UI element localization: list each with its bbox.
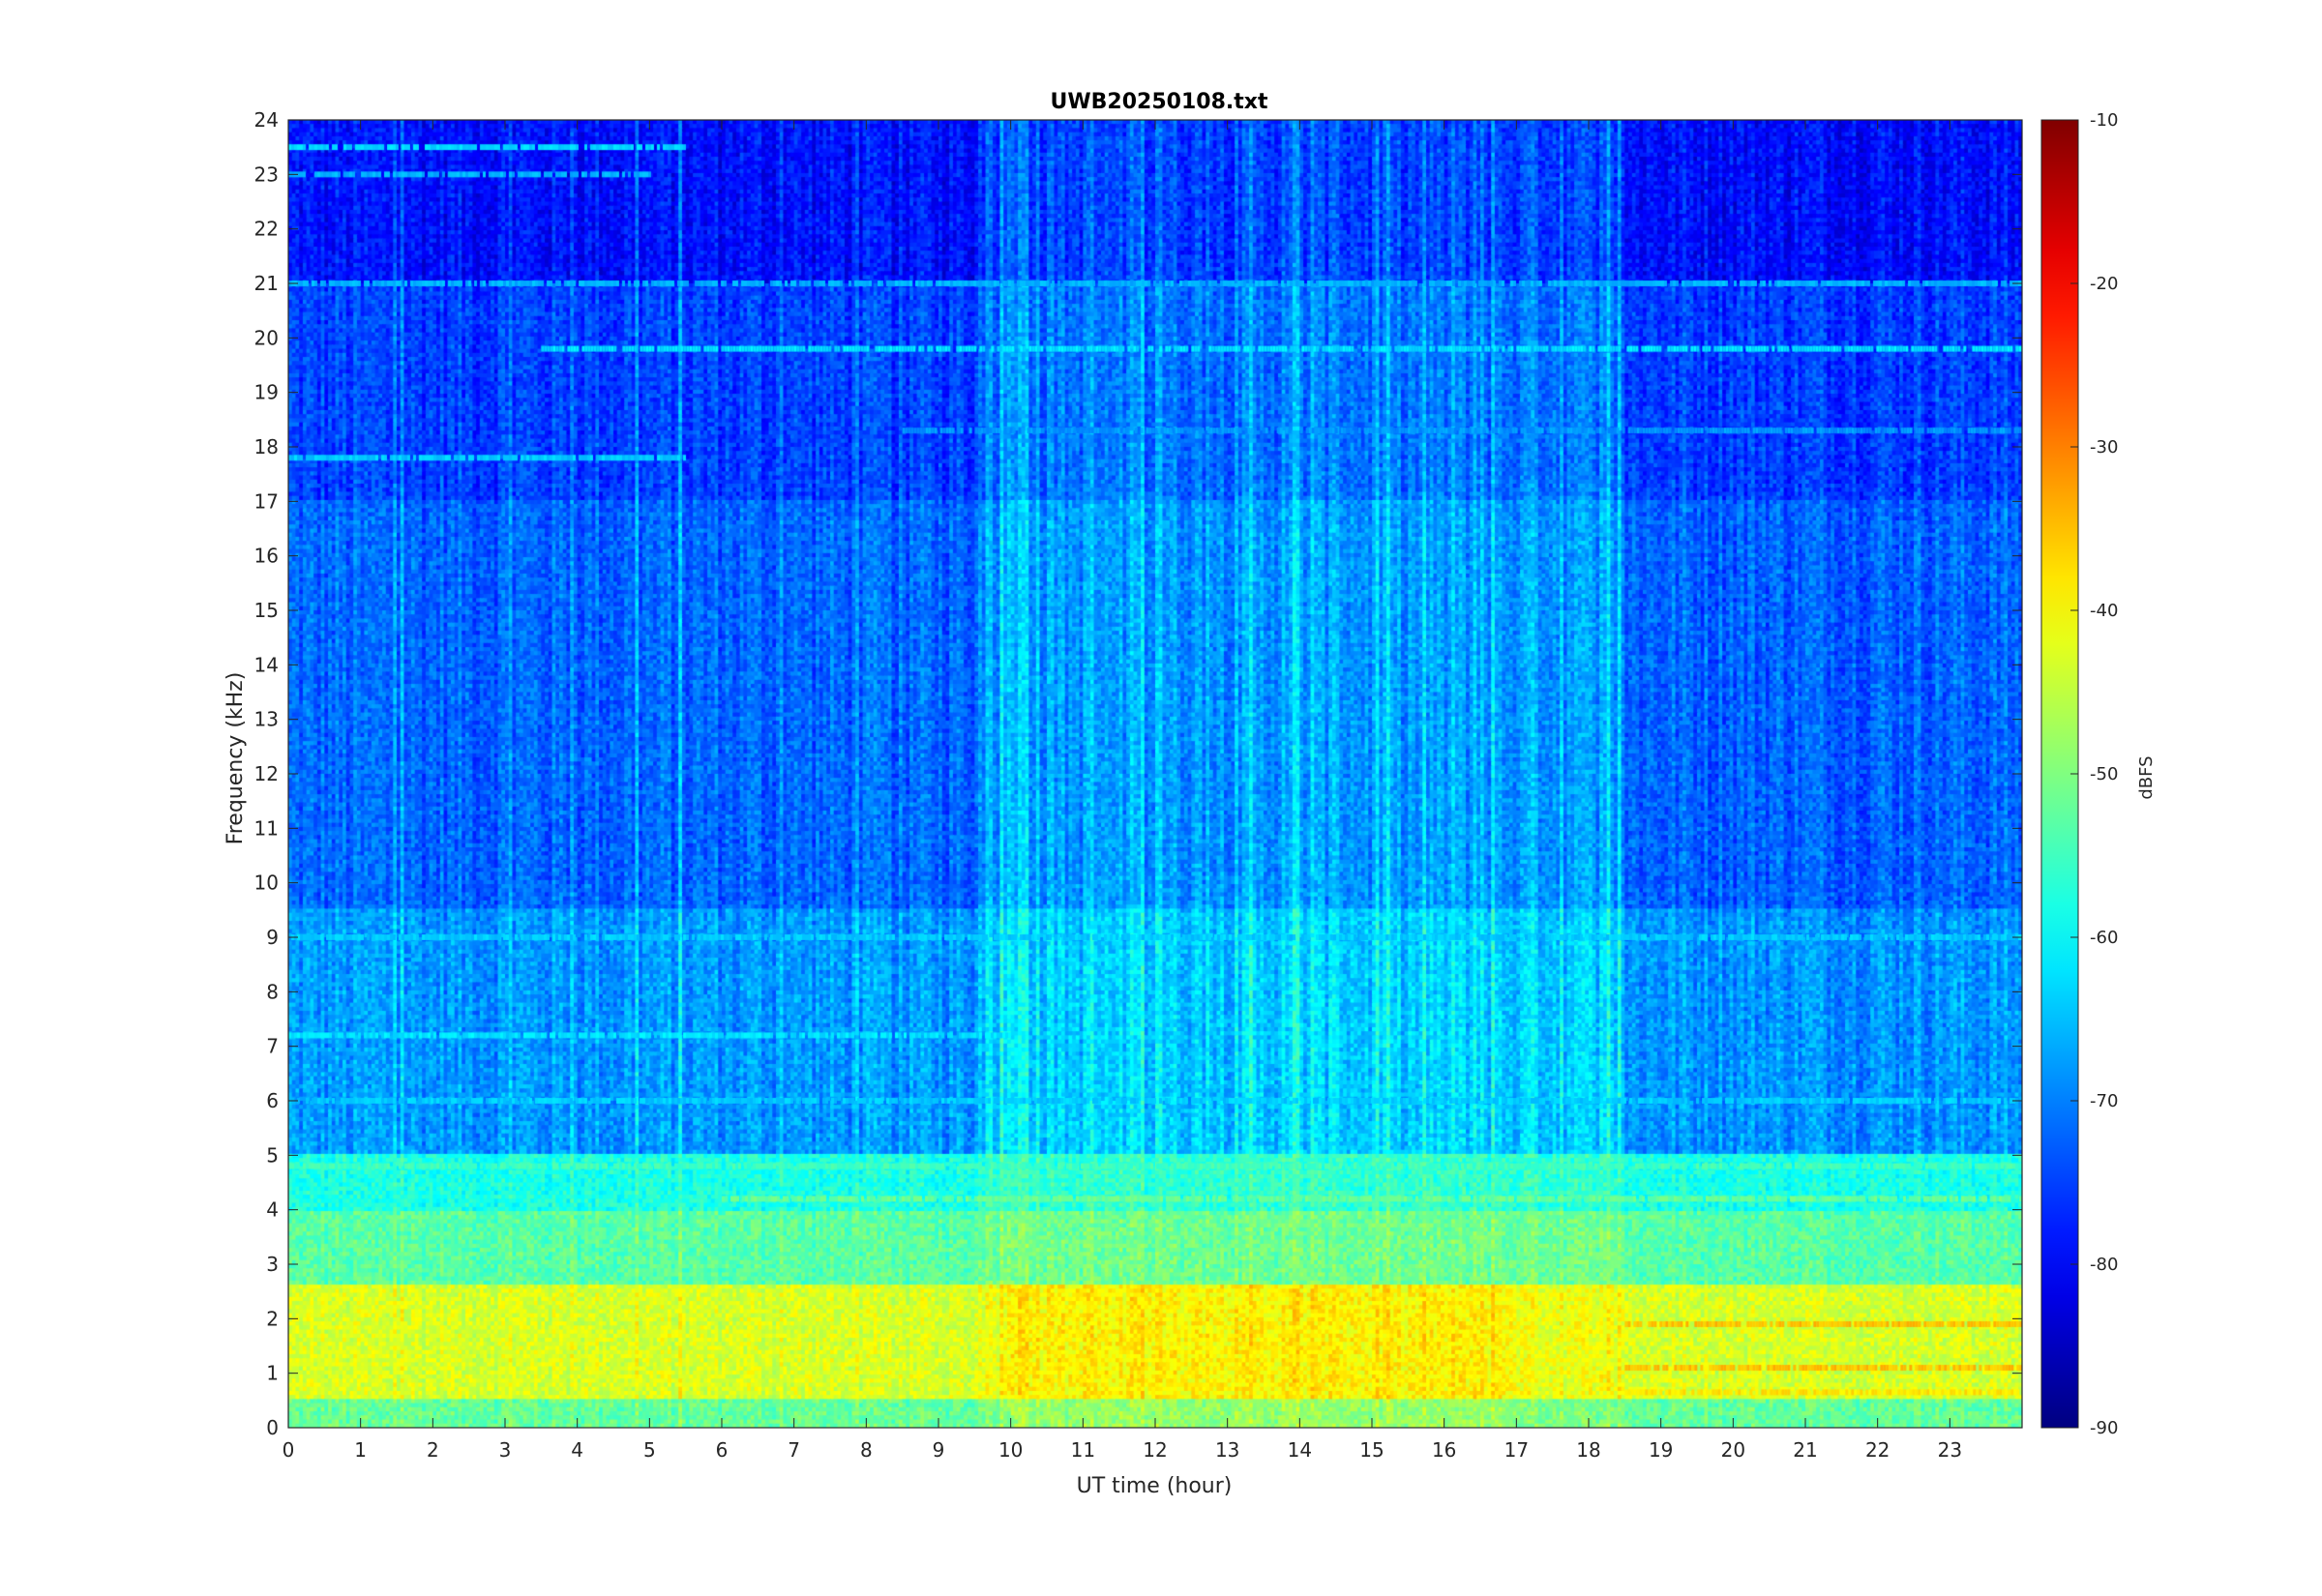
x-tick-label: 14 <box>1288 1438 1312 1462</box>
y-tick-label: 21 <box>254 272 279 295</box>
x-tick-label: 7 <box>788 1438 800 1462</box>
y-tick-label: 9 <box>266 926 279 949</box>
x-tick-label: 4 <box>571 1438 583 1462</box>
y-tick-label: 4 <box>266 1198 279 1222</box>
y-tick-label: 11 <box>254 816 279 840</box>
x-tick-label: 6 <box>716 1438 729 1462</box>
y-tick-label: 7 <box>266 1035 279 1058</box>
x-tick-label: 20 <box>1721 1438 1745 1462</box>
colorbar-tick-label: -70 <box>2090 1091 2118 1111</box>
x-tick-label: 22 <box>1865 1438 1890 1462</box>
colorbar: -10 -20 -30 -40 -50 -60 -70 -80 -90 <box>2040 110 2118 1438</box>
x-tick-label: 16 <box>1432 1438 1456 1462</box>
colorbar-tick-label: -40 <box>2090 601 2118 621</box>
y-tick-label: 17 <box>254 489 279 513</box>
colorbar-tick-label: -60 <box>2090 928 2118 948</box>
x-tick-label: 10 <box>998 1438 1023 1462</box>
x-tick-label: 18 <box>1576 1438 1600 1462</box>
x-tick-label: 23 <box>1938 1438 1962 1462</box>
y-tick-label: 8 <box>266 980 279 1003</box>
x-tick-label: 21 <box>1793 1438 1817 1462</box>
x-tick-label: 17 <box>1504 1438 1529 1462</box>
x-tick-label: 12 <box>1143 1438 1167 1462</box>
y-tick-label: 23 <box>254 163 279 186</box>
y-tick-label: 12 <box>254 762 279 785</box>
y-axis-label: Frequency (kHz) <box>223 672 248 845</box>
spectrogram-canvas <box>288 120 2022 1428</box>
colorbar-tick-label: -10 <box>2090 110 2118 131</box>
x-tick-label: 15 <box>1359 1438 1384 1462</box>
colorbar-tick-label: -30 <box>2090 437 2118 458</box>
x-tick-label: 2 <box>427 1438 439 1462</box>
y-tick-label: 16 <box>254 545 279 568</box>
x-axis-label: UT time (hour) <box>1077 1474 1233 1498</box>
x-tick-label: 0 <box>283 1438 295 1462</box>
spectrogram-image <box>288 120 2022 1428</box>
y-tick-label: 13 <box>254 708 279 731</box>
x-axis-ticks: 0 1 2 3 4 5 6 7 8 9 10 11 12 13 14 15 16 17 18 19 20 21 22 23 <box>283 120 1962 1462</box>
y-tick-label: 0 <box>266 1416 279 1439</box>
x-tick-label: 1 <box>354 1438 367 1462</box>
y-tick-label: 3 <box>266 1253 279 1276</box>
x-tick-label: 9 <box>933 1438 945 1462</box>
y-tick-label: 5 <box>266 1143 279 1167</box>
y-tick-label: 14 <box>254 653 279 676</box>
y-tick-label: 20 <box>254 326 279 349</box>
y-tick-label: 15 <box>254 599 279 622</box>
y-tick-label: 10 <box>254 872 279 895</box>
colorbar-tick-label: -80 <box>2090 1255 2118 1275</box>
y-tick-label: 6 <box>266 1089 279 1112</box>
y-tick-label: 24 <box>254 108 279 132</box>
y-tick-label: 19 <box>254 381 279 404</box>
colorbar-tick-label: -90 <box>2090 1418 2118 1438</box>
x-tick-label: 5 <box>643 1438 656 1462</box>
chart-title: UWB20250108.txt <box>1051 90 1268 114</box>
colorbar-label: dBFS <box>2136 755 2157 799</box>
x-tick-label: 8 <box>860 1438 873 1462</box>
y-tick-label: 22 <box>254 218 279 241</box>
colorbar-tick-label: -20 <box>2090 274 2118 294</box>
colorbar-tick-label: -50 <box>2090 764 2118 784</box>
x-tick-label: 13 <box>1215 1438 1239 1462</box>
y-tick-label: 1 <box>266 1362 279 1385</box>
y-tick-label: 2 <box>266 1307 279 1330</box>
x-tick-label: 19 <box>1649 1438 1673 1462</box>
y-tick-label: 18 <box>254 435 279 458</box>
spectrogram-plot <box>287 119 2023 1429</box>
x-tick-label: 3 <box>499 1438 512 1462</box>
x-tick-label: 11 <box>1071 1438 1095 1462</box>
